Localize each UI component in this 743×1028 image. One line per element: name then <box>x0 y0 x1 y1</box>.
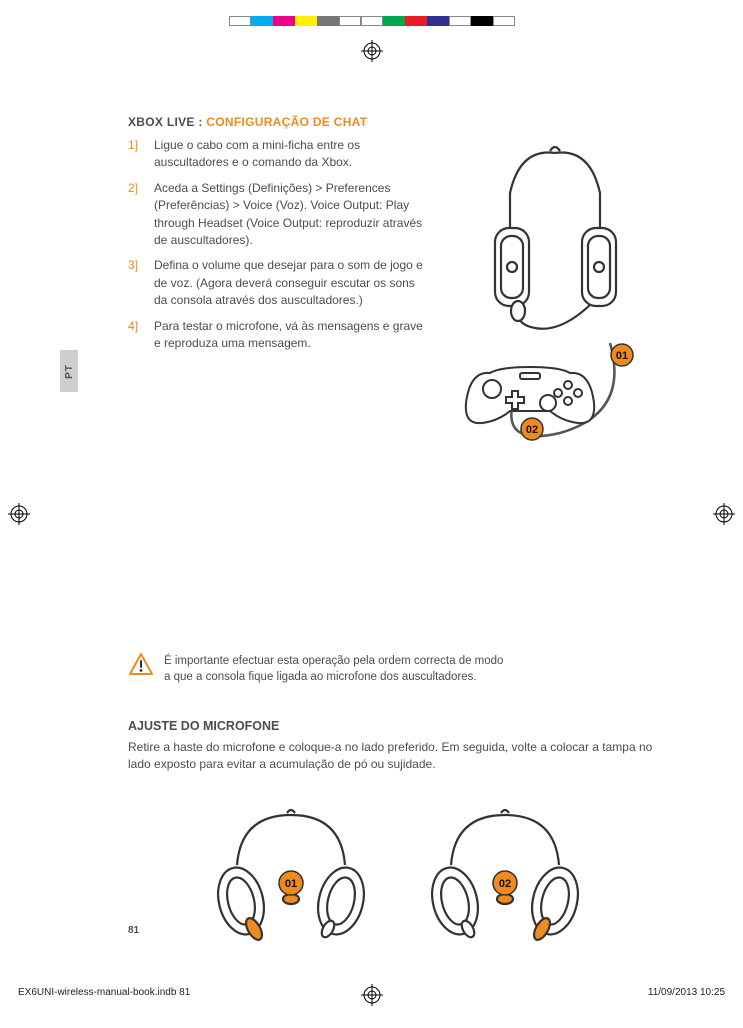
illustration-headset-controller: 01 02 <box>440 133 680 453</box>
section1-title-post: CONFIGURAÇÃO DE CHAT <box>206 115 367 129</box>
page-number: 81 <box>128 925 139 936</box>
badge-02: 02 <box>526 424 538 436</box>
step-2: Aceda a Settings (Definições) > Preferen… <box>128 180 428 250</box>
registration-mark-top <box>361 40 383 62</box>
badge-01: 01 <box>616 350 628 362</box>
section1-title: XBOX LIVE : CONFIGURAÇÃO DE CHAT <box>128 115 668 129</box>
badge-left: 01 <box>285 878 297 890</box>
section2-body: Retire a haste do microfone e coloque-a … <box>128 739 668 773</box>
registration-mark-left <box>8 503 30 525</box>
section1-title-pre: XBOX LIVE : <box>128 115 206 129</box>
language-tab: PT <box>60 350 78 392</box>
language-tab-label: PT <box>64 364 75 379</box>
footer-left: EX6UNI-wireless-manual-book.indb 81 <box>18 987 190 998</box>
section2-title: AJUSTE DO MICROFONE <box>128 719 668 733</box>
warning-icon <box>128 652 154 676</box>
footer-right: 11/09/2013 10:25 <box>648 987 725 998</box>
footer-slug: EX6UNI-wireless-manual-book.indb 81 11/0… <box>18 987 725 998</box>
step-1: Ligue o cabo com a mini-ficha entre os a… <box>128 137 428 172</box>
illustration-mic-adjust: 01 02 <box>128 801 668 971</box>
registration-mark-right <box>713 503 735 525</box>
page-content: PT XBOX LIVE : CONFIGURAÇÃO DE CHAT Ligu… <box>128 115 668 971</box>
warning-line2: a que a consola fique ligada ao microfon… <box>164 669 503 685</box>
warning-line1: É importante efectuar esta operação pela… <box>164 653 503 669</box>
step-4: Para testar o microfone, vá às mensagens… <box>128 318 428 353</box>
color-registration-bar <box>229 16 515 26</box>
step-3: Defina o volume que desejar para o som d… <box>128 257 428 309</box>
section1-steps: Ligue o cabo com a mini-ficha entre os a… <box>128 137 428 352</box>
badge-right: 02 <box>499 878 511 890</box>
warning-note: É importante efectuar esta operação pela… <box>128 652 668 685</box>
